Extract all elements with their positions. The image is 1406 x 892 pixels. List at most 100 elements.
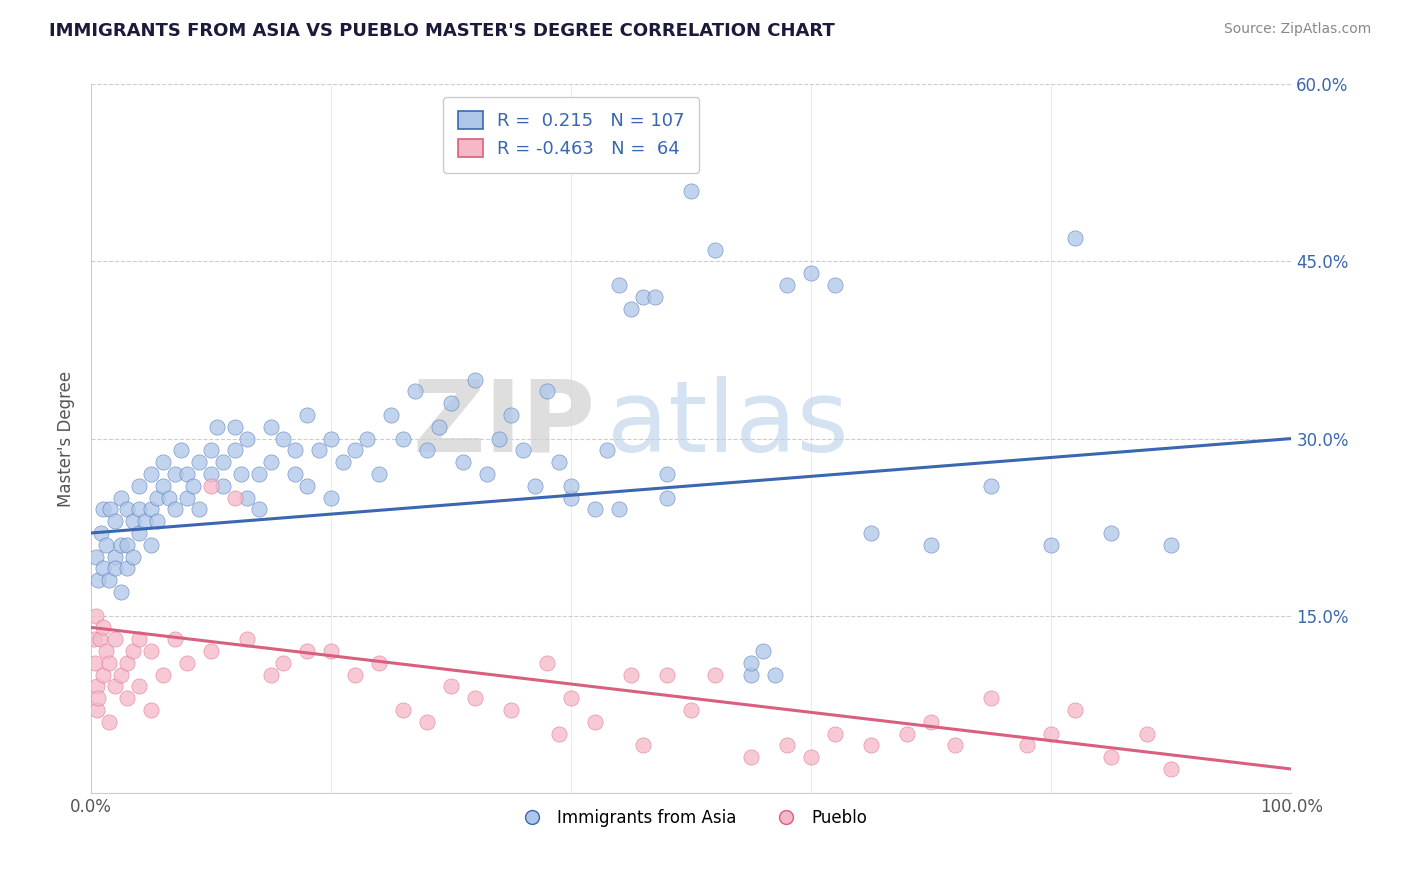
Point — [860, 739, 883, 753]
Point — [128, 479, 150, 493]
Point — [104, 549, 127, 564]
Point — [170, 443, 193, 458]
Point — [548, 455, 571, 469]
Point — [681, 703, 703, 717]
Point — [657, 467, 679, 481]
Point — [83, 656, 105, 670]
Point — [560, 691, 582, 706]
Point — [740, 667, 762, 681]
Point — [165, 502, 187, 516]
Point — [284, 443, 307, 458]
Point — [200, 443, 222, 458]
Point — [464, 691, 486, 706]
Point — [98, 714, 121, 729]
Point — [607, 278, 630, 293]
Point — [896, 726, 918, 740]
Point — [128, 632, 150, 647]
Point — [800, 266, 823, 280]
Point — [1064, 231, 1087, 245]
Point — [427, 419, 450, 434]
Point — [295, 479, 318, 493]
Point — [644, 290, 666, 304]
Point — [236, 491, 259, 505]
Point — [464, 372, 486, 386]
Point — [104, 632, 127, 647]
Point — [104, 514, 127, 528]
Point — [128, 526, 150, 541]
Point — [236, 632, 259, 647]
Point — [271, 656, 294, 670]
Point — [824, 726, 846, 740]
Point — [763, 667, 786, 681]
Point — [1136, 726, 1159, 740]
Point — [607, 502, 630, 516]
Point — [128, 680, 150, 694]
Point — [583, 502, 606, 516]
Legend: Immigrants from Asia, Pueblo: Immigrants from Asia, Pueblo — [509, 803, 875, 834]
Point — [1160, 538, 1182, 552]
Point — [308, 443, 330, 458]
Point — [548, 726, 571, 740]
Point — [1064, 703, 1087, 717]
Point — [188, 455, 211, 469]
Point — [98, 502, 121, 516]
Point — [181, 479, 204, 493]
Point — [104, 680, 127, 694]
Point — [94, 644, 117, 658]
Point — [86, 703, 108, 717]
Point — [83, 632, 105, 647]
Point — [824, 278, 846, 293]
Point — [87, 691, 110, 706]
Point — [980, 691, 1002, 706]
Point — [89, 632, 111, 647]
Text: IMMIGRANTS FROM ASIA VS PUEBLO MASTER'S DEGREE CORRELATION CHART: IMMIGRANTS FROM ASIA VS PUEBLO MASTER'S … — [49, 22, 835, 40]
Point — [224, 419, 246, 434]
Point — [115, 502, 138, 516]
Point — [1040, 538, 1063, 552]
Point — [1017, 739, 1039, 753]
Point — [524, 479, 547, 493]
Point — [1099, 526, 1122, 541]
Y-axis label: Master's Degree: Master's Degree — [58, 370, 75, 507]
Point — [212, 455, 235, 469]
Point — [657, 491, 679, 505]
Point — [657, 667, 679, 681]
Text: atlas: atlas — [607, 376, 849, 473]
Point — [488, 432, 510, 446]
Point — [392, 432, 415, 446]
Point — [94, 538, 117, 552]
Point — [295, 408, 318, 422]
Point — [115, 656, 138, 670]
Point — [141, 703, 163, 717]
Point — [205, 419, 228, 434]
Point — [332, 455, 354, 469]
Point — [115, 538, 138, 552]
Point — [152, 667, 174, 681]
Point — [740, 750, 762, 764]
Point — [110, 585, 132, 599]
Point — [356, 432, 378, 446]
Point — [84, 608, 107, 623]
Point — [344, 667, 367, 681]
Point — [620, 667, 643, 681]
Point — [920, 538, 942, 552]
Point — [321, 432, 343, 446]
Point — [440, 680, 463, 694]
Point — [633, 290, 655, 304]
Point — [1099, 750, 1122, 764]
Point — [920, 714, 942, 729]
Point — [115, 561, 138, 575]
Point — [633, 739, 655, 753]
Point — [380, 408, 402, 422]
Point — [1160, 762, 1182, 776]
Point — [98, 573, 121, 587]
Point — [110, 667, 132, 681]
Point — [776, 278, 799, 293]
Point — [284, 467, 307, 481]
Point — [146, 491, 169, 505]
Point — [231, 467, 253, 481]
Point — [368, 467, 391, 481]
Point — [176, 656, 198, 670]
Point — [200, 644, 222, 658]
Point — [404, 384, 426, 399]
